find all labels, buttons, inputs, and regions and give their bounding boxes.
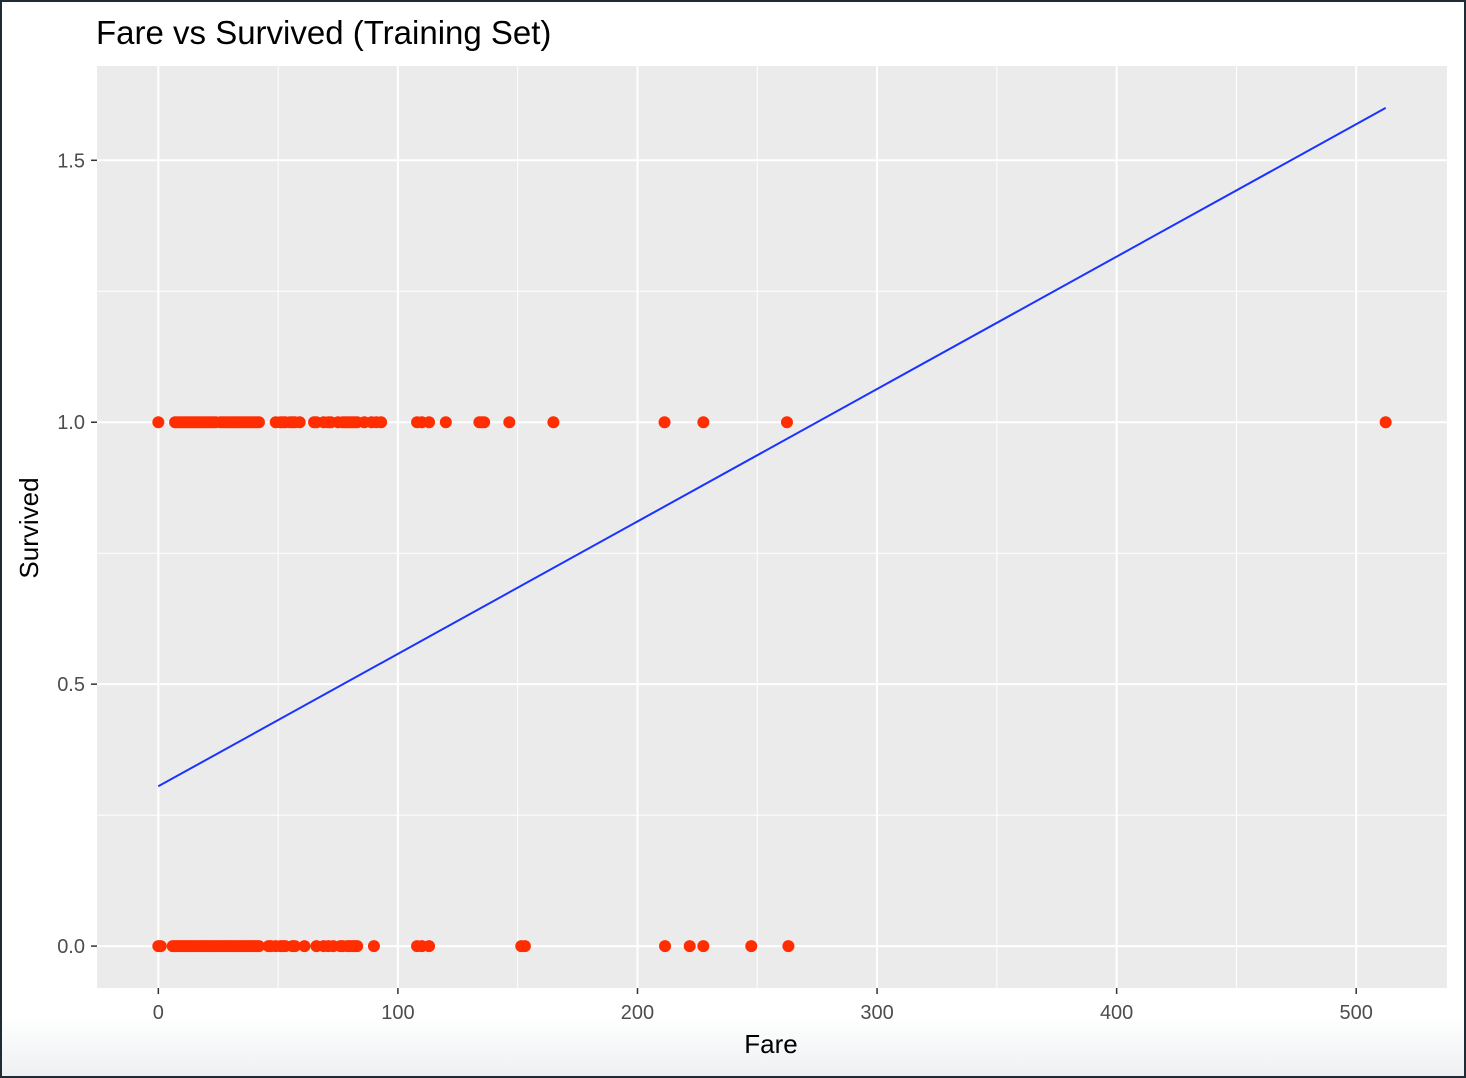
x-tick-label: 200 (621, 1002, 654, 1024)
data-point (152, 416, 165, 429)
data-point (154, 940, 167, 953)
regression-line (157, 107, 1387, 788)
data-point (659, 940, 672, 953)
data-point (288, 940, 301, 953)
data-point (252, 416, 265, 429)
data-point (1379, 416, 1392, 429)
data-point (478, 416, 491, 429)
y-axis-title: Survived (14, 477, 44, 578)
data-point (683, 940, 696, 953)
data-point (697, 940, 710, 953)
data-point (367, 940, 380, 953)
x-tick-label: 400 (1100, 1002, 1133, 1024)
data-point (658, 416, 671, 429)
data-point (782, 940, 795, 953)
x-tick-label: 100 (381, 1002, 414, 1024)
data-point (252, 940, 265, 953)
data-point (375, 416, 388, 429)
x-tick-label: 500 (1340, 1002, 1373, 1024)
data-point (697, 416, 710, 429)
y-tick-label: 1.5 (57, 150, 85, 172)
fit-line (157, 107, 1387, 788)
chart-title: Fare vs Survived (Training Set) (96, 14, 551, 51)
data-point (503, 416, 516, 429)
x-tick-label: 0 (153, 1002, 164, 1024)
data-point (780, 416, 793, 429)
data-point (293, 416, 306, 429)
data-point (439, 416, 452, 429)
x-tick-label: 300 (860, 1002, 893, 1024)
y-tick-label: 0.0 (57, 936, 85, 958)
data-point (298, 940, 311, 953)
data-point (547, 416, 560, 429)
plot-panel (97, 66, 1447, 988)
frame-bottom-shade (2, 1016, 1464, 1076)
y-tick-label: 1.0 (57, 412, 85, 434)
data-point (745, 940, 758, 953)
data-point (423, 416, 436, 429)
x-axis: 0 100 200 300 400 500 (153, 988, 1373, 1024)
data-points (152, 416, 1392, 953)
data-point (351, 940, 364, 953)
grid-minor (97, 66, 1447, 988)
x-axis-title: Fare (744, 1029, 797, 1059)
data-point (518, 940, 531, 953)
y-axis: 0.0 0.5 1.0 1.5 (57, 150, 97, 958)
data-point (423, 940, 436, 953)
y-tick-label: 0.5 (57, 674, 85, 696)
